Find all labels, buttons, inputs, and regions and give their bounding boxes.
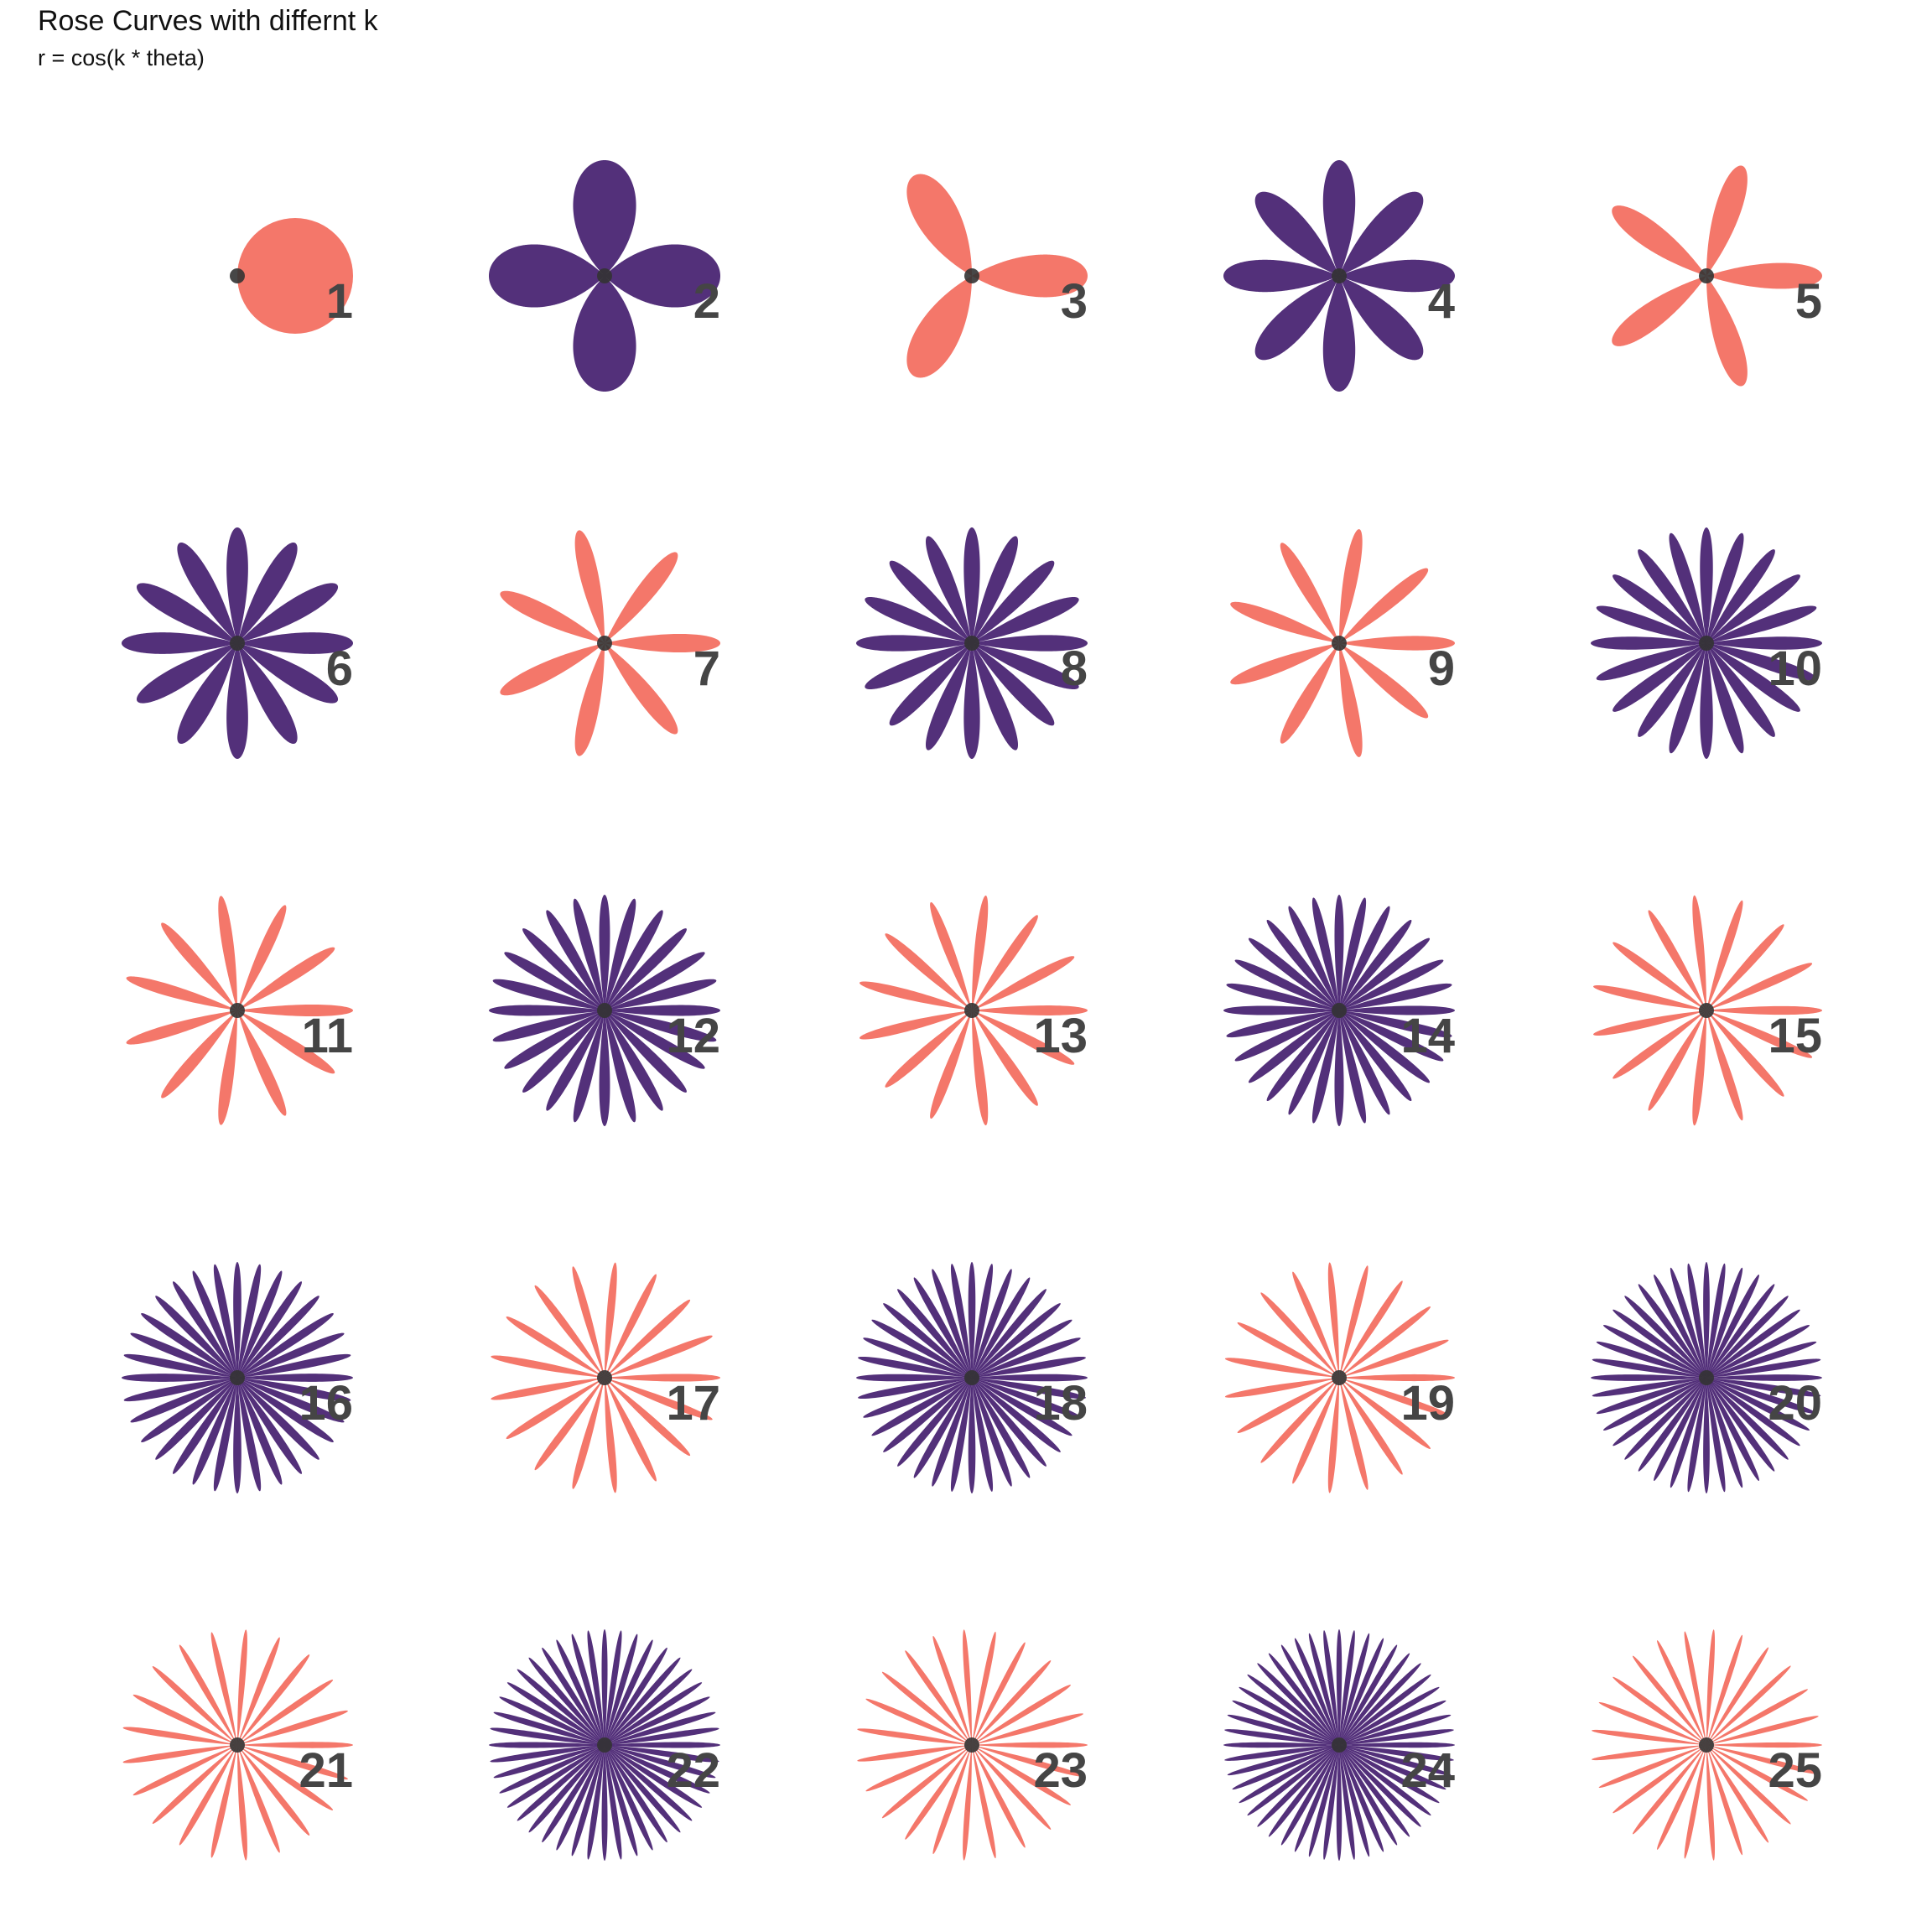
center-point-k-23 bbox=[964, 1737, 979, 1753]
center-point-k-18 bbox=[964, 1370, 979, 1385]
rose-panel-k-19: 19 bbox=[1224, 1262, 1455, 1493]
k-label-10: 10 bbox=[1768, 641, 1822, 696]
rose-curve-k-5 bbox=[1612, 165, 1822, 387]
rose-panel-k-23: 23 bbox=[857, 1629, 1088, 1861]
center-point-k-4 bbox=[1332, 268, 1347, 283]
center-point-k-10 bbox=[1699, 636, 1714, 651]
k-label-1: 1 bbox=[326, 274, 353, 329]
center-point-k-8 bbox=[964, 636, 979, 651]
rose-curve-k-1 bbox=[237, 218, 353, 334]
k-label-2: 2 bbox=[693, 274, 720, 329]
center-point-k-15 bbox=[1699, 1003, 1714, 1018]
k-label-13: 13 bbox=[1033, 1009, 1088, 1063]
k-label-14: 14 bbox=[1400, 1009, 1455, 1063]
k-label-23: 23 bbox=[1033, 1743, 1088, 1798]
center-point-k-7 bbox=[597, 636, 612, 651]
rose-panel-k-4: 4 bbox=[1223, 160, 1455, 392]
k-label-25: 25 bbox=[1768, 1743, 1822, 1798]
k-label-18: 18 bbox=[1033, 1376, 1088, 1431]
k-label-7: 7 bbox=[693, 641, 720, 696]
k-label-21: 21 bbox=[299, 1743, 353, 1798]
center-point-k-5 bbox=[1699, 268, 1714, 283]
rose-panel-k-5: 5 bbox=[1612, 165, 1822, 387]
rose-panel-k-24: 24 bbox=[1223, 1629, 1455, 1861]
rose-panel-k-25: 25 bbox=[1592, 1629, 1822, 1861]
k-label-24: 24 bbox=[1400, 1743, 1455, 1798]
k-label-5: 5 bbox=[1795, 274, 1822, 329]
center-point-k-2 bbox=[597, 268, 612, 283]
center-point-k-21 bbox=[230, 1737, 245, 1753]
rose-panel-k-9: 9 bbox=[1230, 529, 1455, 757]
k-label-11: 11 bbox=[302, 1009, 353, 1063]
rose-panel-k-15: 15 bbox=[1593, 895, 1822, 1126]
center-point-k-12 bbox=[597, 1003, 612, 1018]
center-point-k-9 bbox=[1332, 636, 1347, 651]
k-label-17: 17 bbox=[666, 1376, 720, 1431]
chart-title: Rose Curves with differnt k bbox=[38, 5, 378, 37]
center-point-k-11 bbox=[230, 1003, 245, 1018]
rose-panel-k-1: 1 bbox=[230, 218, 353, 334]
rose-panel-k-16: 16 bbox=[122, 1262, 353, 1493]
chart-subtitle: r = cos(k * theta) bbox=[38, 45, 205, 70]
center-point-k-3 bbox=[964, 268, 979, 283]
k-label-9: 9 bbox=[1428, 641, 1455, 696]
center-point-k-19 bbox=[1332, 1370, 1347, 1385]
rose-panel-k-8: 8 bbox=[856, 527, 1088, 759]
center-point-k-17 bbox=[597, 1370, 612, 1385]
rose-panel-k-17: 17 bbox=[491, 1262, 720, 1493]
center-point-k-22 bbox=[597, 1737, 612, 1753]
rose-panel-k-11: 11 bbox=[126, 896, 354, 1125]
k-label-15: 15 bbox=[1768, 1009, 1822, 1063]
rose-panel-k-21: 21 bbox=[122, 1629, 354, 1861]
rose-panel-k-2: 2 bbox=[489, 160, 720, 392]
center-point-k-24 bbox=[1332, 1737, 1347, 1753]
rose-panel-k-7: 7 bbox=[500, 530, 720, 756]
rose-panel-k-6: 6 bbox=[122, 527, 353, 759]
k-label-6: 6 bbox=[326, 641, 353, 696]
center-point-k-20 bbox=[1699, 1370, 1714, 1385]
rose-panel-k-14: 14 bbox=[1223, 895, 1455, 1126]
k-label-16: 16 bbox=[299, 1376, 353, 1431]
k-label-3: 3 bbox=[1061, 274, 1088, 329]
k-label-12: 12 bbox=[666, 1009, 720, 1063]
rose-panel-k-20: 20 bbox=[1591, 1262, 1822, 1493]
k-label-4: 4 bbox=[1428, 274, 1455, 329]
rose-panel-k-12: 12 bbox=[489, 895, 720, 1126]
k-label-8: 8 bbox=[1061, 641, 1088, 696]
k-label-22: 22 bbox=[666, 1743, 720, 1798]
k-label-19: 19 bbox=[1400, 1376, 1455, 1431]
center-point-k-1 bbox=[230, 268, 245, 283]
center-point-k-13 bbox=[964, 1003, 979, 1018]
center-point-k-14 bbox=[1332, 1003, 1347, 1018]
k-label-20: 20 bbox=[1768, 1376, 1822, 1431]
center-point-k-16 bbox=[230, 1370, 245, 1385]
rose-panel-k-13: 13 bbox=[860, 896, 1088, 1125]
center-point-k-6 bbox=[230, 636, 245, 651]
rose-panel-k-10: 10 bbox=[1591, 527, 1822, 759]
rose-panel-k-3: 3 bbox=[906, 174, 1088, 378]
rose-panel-k-22: 22 bbox=[489, 1629, 720, 1861]
center-point-k-25 bbox=[1699, 1737, 1714, 1753]
rose-curve-k-3 bbox=[906, 174, 1088, 378]
rose-panel-k-18: 18 bbox=[856, 1262, 1088, 1493]
